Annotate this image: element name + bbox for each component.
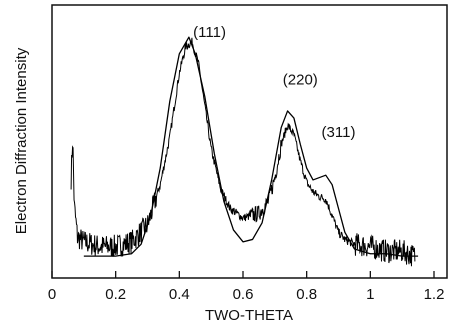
x-tick-label: 1.2: [424, 286, 445, 303]
plot-frame: [51, 4, 448, 279]
series-layer: [70, 36, 419, 267]
peak-label: (111): [193, 24, 226, 41]
x-tick-label: 0.2: [105, 286, 126, 303]
x-tick-label: 0.6: [233, 286, 254, 303]
peak-label: (220): [283, 72, 318, 89]
x-tick-label: 1: [366, 286, 374, 303]
y-axis-title: Electron Diffraction Intensity: [13, 47, 30, 234]
peak-annotations: (111) (220) (311): [193, 24, 355, 141]
x-axis-title: TWO-THETA: [205, 307, 293, 324]
x-tick-label: 0: [48, 286, 56, 303]
x-axis-ticks: 0 0.2 0.4 0.6 0.8 1 1.2: [48, 271, 445, 303]
x-tick-label: 0.4: [169, 286, 190, 303]
measured-intensity-line: [70, 37, 416, 267]
peak-label: (311): [322, 124, 356, 141]
x-tick-label: 0.8: [296, 286, 317, 303]
fitted-intensity-line: [83, 36, 419, 257]
